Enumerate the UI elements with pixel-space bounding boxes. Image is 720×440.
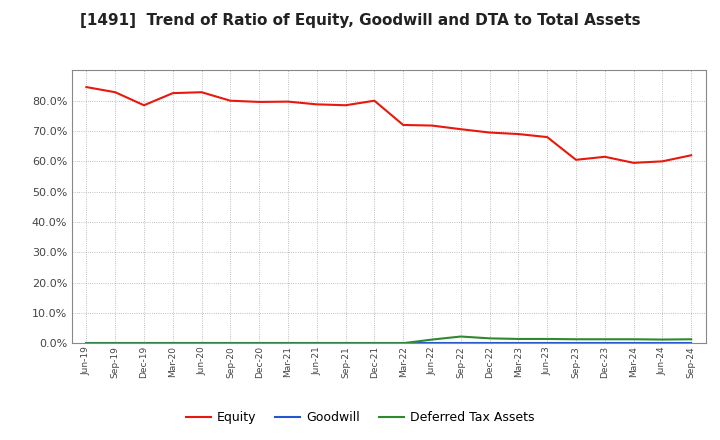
Goodwill [543, 341, 552, 346]
Goodwill [658, 341, 667, 346]
Deferred Tax Assets [629, 337, 638, 342]
Deferred Tax Assets [514, 336, 523, 341]
Deferred Tax Assets [341, 341, 350, 346]
Deferred Tax Assets [687, 337, 696, 342]
Goodwill [600, 341, 609, 346]
Goodwill [399, 341, 408, 346]
Equity [111, 90, 120, 95]
Goodwill [255, 341, 264, 346]
Goodwill [629, 341, 638, 346]
Deferred Tax Assets [600, 337, 609, 342]
Deferred Tax Assets [485, 336, 494, 341]
Line: Deferred Tax Assets: Deferred Tax Assets [86, 337, 691, 343]
Equity [312, 102, 321, 107]
Deferred Tax Assets [370, 341, 379, 346]
Deferred Tax Assets [197, 341, 206, 346]
Deferred Tax Assets [456, 334, 465, 339]
Equity [514, 132, 523, 137]
Equity [572, 157, 580, 162]
Equity [456, 127, 465, 132]
Equity [226, 98, 235, 103]
Equity [485, 130, 494, 135]
Equity [197, 90, 206, 95]
Goodwill [341, 341, 350, 346]
Equity [543, 135, 552, 140]
Goodwill [197, 341, 206, 346]
Goodwill [82, 341, 91, 346]
Deferred Tax Assets [399, 341, 408, 346]
Deferred Tax Assets [543, 336, 552, 341]
Equity [255, 99, 264, 105]
Goodwill [284, 341, 292, 346]
Deferred Tax Assets [658, 337, 667, 342]
Equity [399, 122, 408, 128]
Goodwill [456, 341, 465, 346]
Goodwill [140, 341, 148, 346]
Deferred Tax Assets [255, 341, 264, 346]
Deferred Tax Assets [82, 341, 91, 346]
Deferred Tax Assets [572, 337, 580, 342]
Goodwill [485, 341, 494, 346]
Goodwill [572, 341, 580, 346]
Deferred Tax Assets [140, 341, 148, 346]
Equity [687, 153, 696, 158]
Line: Equity: Equity [86, 87, 691, 163]
Equity [428, 123, 436, 128]
Equity [600, 154, 609, 159]
Text: [1491]  Trend of Ratio of Equity, Goodwill and DTA to Total Assets: [1491] Trend of Ratio of Equity, Goodwil… [80, 13, 640, 28]
Goodwill [428, 341, 436, 346]
Goodwill [111, 341, 120, 346]
Goodwill [168, 341, 177, 346]
Goodwill [312, 341, 321, 346]
Deferred Tax Assets [284, 341, 292, 346]
Deferred Tax Assets [226, 341, 235, 346]
Goodwill [370, 341, 379, 346]
Deferred Tax Assets [111, 341, 120, 346]
Legend: Equity, Goodwill, Deferred Tax Assets: Equity, Goodwill, Deferred Tax Assets [181, 407, 539, 429]
Goodwill [226, 341, 235, 346]
Equity [370, 98, 379, 103]
Equity [168, 91, 177, 96]
Equity [140, 103, 148, 108]
Equity [629, 160, 638, 165]
Goodwill [514, 341, 523, 346]
Goodwill [687, 341, 696, 346]
Deferred Tax Assets [312, 341, 321, 346]
Equity [284, 99, 292, 104]
Equity [658, 159, 667, 164]
Equity [82, 84, 91, 90]
Equity [341, 103, 350, 108]
Deferred Tax Assets [168, 341, 177, 346]
Deferred Tax Assets [428, 337, 436, 342]
